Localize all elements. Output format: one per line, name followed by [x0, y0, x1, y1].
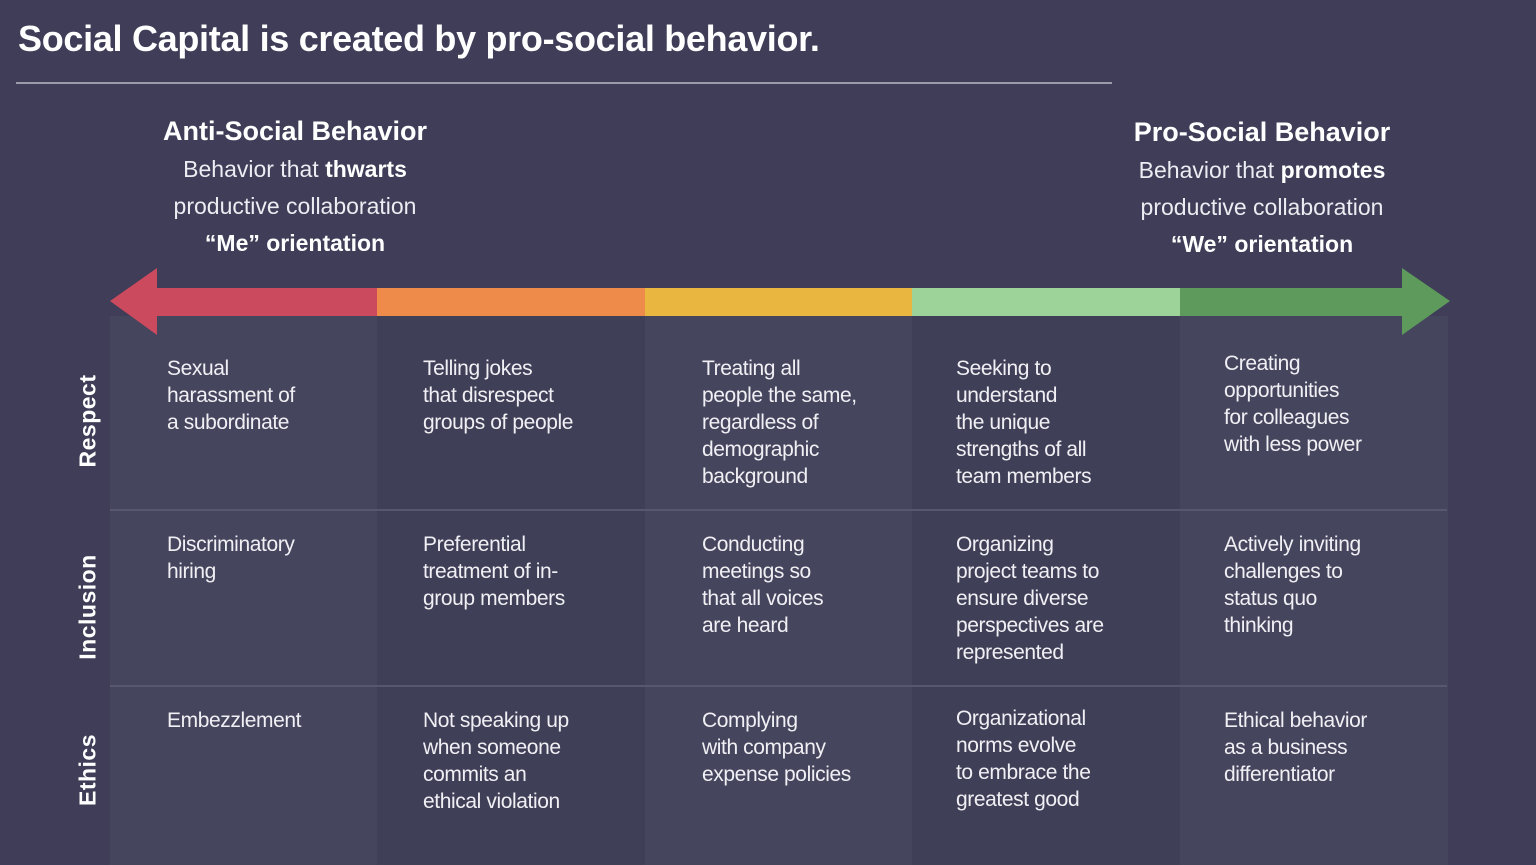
- column-1: [110, 316, 378, 865]
- behavior-cell: Seeking to understand the unique strengt…: [956, 357, 1092, 488]
- behavior-cell: Treating all people the same, regardless…: [702, 357, 857, 488]
- behavior-cell: Complying with company expense policies: [702, 709, 851, 786]
- anti-social-header: Anti-Social Behavior Behavior that thwar…: [85, 111, 505, 262]
- row-divider: [110, 509, 1447, 511]
- behavior-cell: Embezzlement: [167, 709, 302, 732]
- arrow-segment-red: [150, 288, 378, 316]
- anti-social-line1-text: Behavior that: [183, 156, 326, 182]
- row-divider: [110, 685, 1447, 687]
- behavior-cell: Preferential treatment of in- group memb…: [423, 533, 565, 610]
- pro-social-line1-text: Behavior that: [1138, 157, 1281, 183]
- column-2: [377, 316, 645, 865]
- row-label-inclusion: Inclusion: [74, 554, 101, 660]
- behavior-cell: Not speaking up when someone commits an …: [423, 709, 569, 813]
- column-3: [645, 316, 913, 865]
- arrow-head-left: [110, 268, 157, 335]
- pro-social-line2: productive collaboration: [1140, 194, 1384, 220]
- behavior-grid: [110, 316, 1448, 865]
- behavior-cell: Conducting meetings so that all voices a…: [702, 533, 824, 637]
- behavior-cell: Organizational norms evolve to embrace t…: [956, 707, 1091, 811]
- behavior-cell: Ethical behavior as a business different…: [1224, 709, 1368, 786]
- page-title: Social Capital is created by pro-social …: [18, 18, 820, 59]
- pro-social-line1: Behavior that promotes: [1052, 152, 1472, 189]
- anti-social-line2: productive collaboration: [173, 193, 417, 219]
- behavior-cell: Sexual harassment of a subordinate: [167, 357, 295, 434]
- anti-social-heading: Anti-Social Behavior: [162, 116, 428, 146]
- arrow-segment-light-green: [912, 288, 1181, 316]
- pro-social-header: Pro-Social Behavior Behavior that promot…: [1052, 112, 1472, 263]
- title-divider: [16, 82, 1112, 84]
- anti-social-line1-bold: thwarts: [325, 156, 407, 182]
- behavior-cell: Telling jokes that disrespect groups of …: [423, 357, 574, 434]
- column-5: [1180, 316, 1448, 865]
- behavior-cell: Organizing project teams to ensure diver…: [956, 533, 1104, 664]
- arrow-segment-orange: [377, 288, 646, 316]
- arrow-segment-yellow: [645, 288, 913, 316]
- arrow-segment-green: [1180, 288, 1410, 316]
- pro-social-line1-bold: promotes: [1280, 157, 1386, 183]
- row-label-ethics: Ethics: [74, 733, 101, 807]
- pro-social-orientation: “We” orientation: [1170, 231, 1354, 257]
- row-label-respect: Respect: [74, 374, 101, 468]
- arrow-head-right: [1402, 268, 1450, 335]
- behavior-cell: Creating opportunities for colleagues wi…: [1224, 352, 1362, 456]
- column-4: [912, 316, 1180, 865]
- anti-social-line3: “Me” orientation: [85, 225, 505, 262]
- anti-social-line1: Behavior that thwarts: [85, 151, 505, 188]
- behavior-cell: Actively inviting challenges to status q…: [1224, 533, 1361, 637]
- pro-social-heading: Pro-Social Behavior: [1133, 117, 1391, 147]
- spectrum-arrow: [110, 268, 1450, 335]
- anti-social-orientation: “Me” orientation: [204, 230, 386, 256]
- behavior-cell: Discriminatory hiring: [167, 533, 295, 583]
- pro-social-line3: “We” orientation: [1052, 226, 1472, 263]
